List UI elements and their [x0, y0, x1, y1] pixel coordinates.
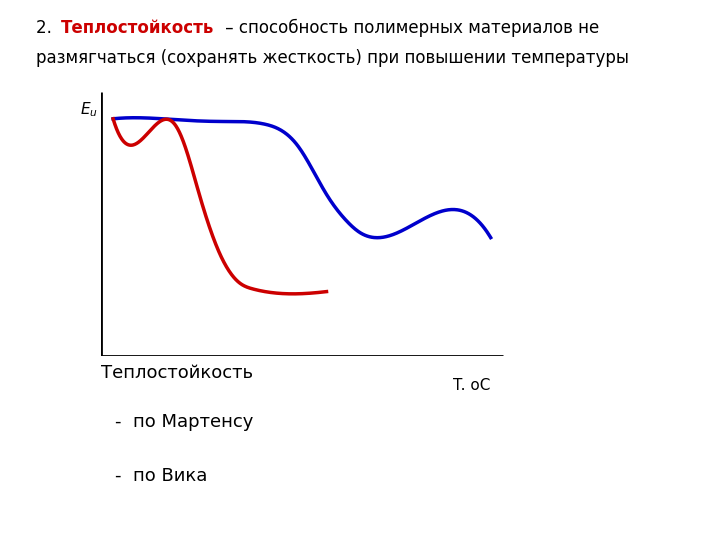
Text: Теплостойкость: Теплостойкость — [61, 19, 215, 37]
Text: -  по Мартенсу: - по Мартенсу — [115, 413, 253, 431]
Text: 2.: 2. — [36, 19, 57, 37]
Text: $E_u$: $E_u$ — [81, 100, 98, 119]
Text: – способность полимерных материалов не: – способность полимерных материалов не — [220, 19, 599, 37]
Text: Теплостойкость: Теплостойкость — [101, 364, 253, 382]
Text: -  по Вика: - по Вика — [115, 467, 207, 485]
Text: размягчаться (сохранять жесткость) при повышении температуры: размягчаться (сохранять жесткость) при п… — [36, 49, 629, 66]
Text: T. оС: T. оС — [454, 378, 491, 393]
